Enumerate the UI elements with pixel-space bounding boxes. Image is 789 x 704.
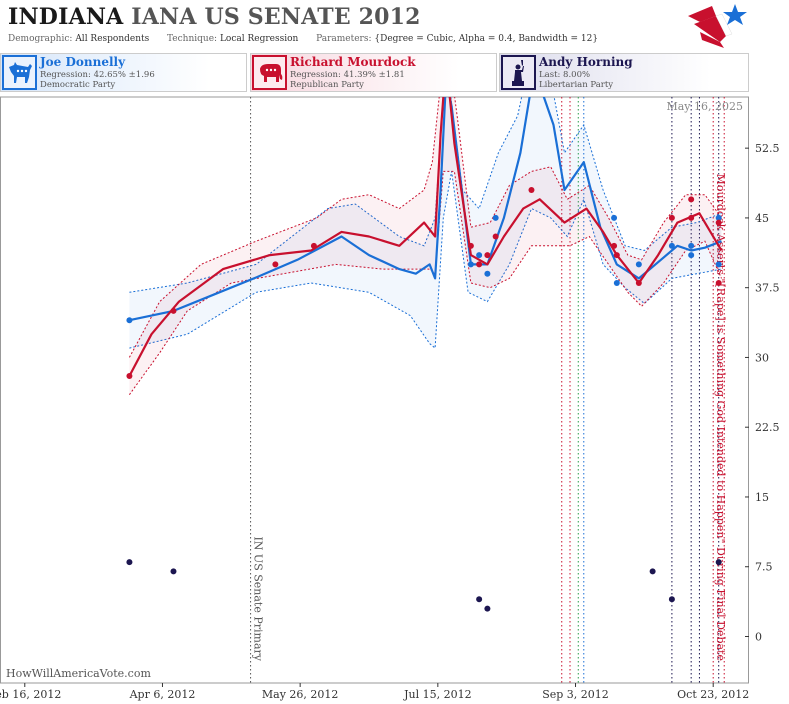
plot-area [0,96,749,684]
param-value: All Respondents [75,34,150,44]
y-tick-label: 0 [755,630,762,643]
poll-point [484,270,491,277]
poll-point [476,261,483,268]
confidence-upper [128,97,722,358]
poll-point [467,261,474,268]
poll-point [715,559,722,566]
poll-point [649,568,656,575]
x-tick-label: May 26, 2012 [262,688,339,701]
poll-point [715,280,722,287]
y-tick-label: 52.5 [755,142,780,155]
parameters-line: Demographic: All Respondents Technique: … [8,34,598,44]
candidate-last: Last: 8.00% [539,70,591,80]
confidence-upper [129,97,722,293]
title-state: INDIANA [8,4,124,30]
confidence-lower [129,171,722,350]
chart-header: INDIANA IANA US SENATE 2012 Demographic:… [0,0,749,50]
poll-point [688,214,695,221]
event-label: Mourdock Asserts "[Rape] is Something Go… [714,174,727,661]
poll-point [484,252,491,259]
candidate-party: Republican Party [290,80,364,90]
poll-point [715,219,722,226]
poll-point [611,242,618,249]
poll-point [688,196,695,203]
site-credit: HowWillAmericaVote.com [6,667,151,680]
regression-line [128,97,723,377]
poll-point [310,242,317,249]
poll-point [613,252,620,259]
poll-point [476,252,483,259]
candidate-name: Andy Horning [539,55,633,69]
poll-point [688,252,695,259]
poll-point [635,280,642,287]
poll-point [688,242,695,249]
x-tick-label: Jul 15, 2012 [403,688,472,701]
candidate-name: Joe Donnelly [40,55,126,69]
candidate-regression: Regression: 42.65% ±1.96 [40,70,155,80]
param-label: Technique: [167,34,218,44]
y-tick-label: 22.5 [755,421,780,434]
y-tick-label: 15 [755,491,769,504]
y-tick-label: 7.5 [755,561,773,574]
poll-point [467,242,474,249]
confidence-band [129,97,722,395]
param-label: Demographic: [8,34,73,44]
poll-point [476,596,483,603]
page-title: INDIANA IANA US SENATE 2012 [8,4,421,30]
elephant-icon [252,55,287,90]
poll-point [611,214,618,221]
poll-point [668,242,675,249]
poll-point [715,261,722,268]
plot-content: IN US Senate Primary Mourdock Asserts "[R… [126,97,727,683]
poll-point [635,261,642,268]
x-tick-label: Apr 6, 2012 [129,688,196,701]
poll-point [484,605,491,612]
event-label: IN US Senate Primary [252,536,265,661]
title-race: IANA US SENATE 2012 [131,4,421,30]
y-tick-label: 37.5 [755,282,780,295]
x-tick-label: Sep 3, 2012 [542,688,609,701]
poll-point [492,233,499,240]
param-label: Parameters: [316,34,372,44]
candidate-party: Libertarian Party [539,80,614,90]
x-tick-label: Oct 23, 2012 [677,688,749,701]
poll-point [715,214,722,221]
poll-point [492,214,499,221]
confidence-lower [128,170,722,395]
poll-point [613,280,620,287]
candidate-card-republican: Richard Mourdock Regression: 41.39% ±1.8… [250,53,497,92]
poll-point [126,559,133,566]
candidate-name: Richard Mourdock [290,55,416,69]
param-value: Local Regression [219,34,299,44]
y-tick-label: 45 [755,212,769,225]
candidate-party: Democratic Party [40,80,116,90]
donkey-icon [2,55,37,90]
poll-point [126,317,133,324]
poll-point [170,568,177,575]
candidate-card-libertarian: Andy Horning Last: 8.00% Libertarian Par… [499,53,749,92]
candidate-cards: Joe Donnelly Regression: 42.65% ±1.96 De… [0,53,749,94]
x-tick-label: Feb 16, 2012 [0,688,61,701]
star-flag-logo-icon [686,2,748,50]
param-value: {Degree = Cubic, Alpha = 0.4, Bandwidth … [374,34,599,44]
confidence-band [129,97,722,349]
candidate-card-democrat: Joe Donnelly Regression: 42.65% ±1.96 De… [0,53,247,92]
liberty-statue-icon [501,55,536,90]
poll-point [668,596,675,603]
poll-point [272,261,279,268]
poll-point [668,214,675,221]
poll-point [170,307,177,314]
poll-point [126,373,133,380]
candidate-regression: Regression: 41.39% ±1.81 [290,70,405,80]
poll-point [528,187,535,194]
chart-date: May 16, 2025 [666,100,743,113]
y-tick-label: 30 [755,351,769,364]
